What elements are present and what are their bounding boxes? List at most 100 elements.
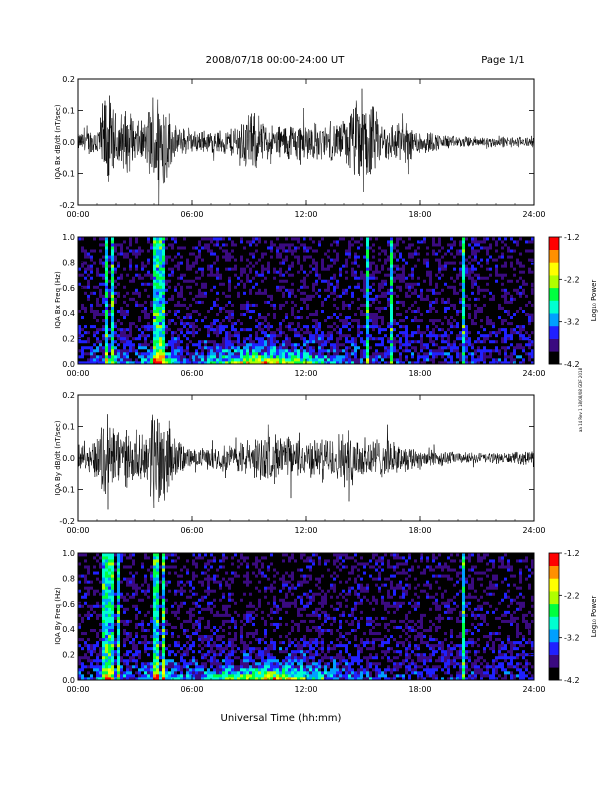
spectrogram-cell [282, 288, 285, 291]
spectrogram-cell [402, 310, 405, 313]
spectrogram-cell [336, 304, 339, 307]
spectrogram-cell [366, 246, 369, 249]
spectrogram-cell [165, 310, 168, 313]
spectrogram-cell [78, 285, 81, 288]
spectrogram-cell [366, 310, 369, 313]
spectrogram-cell [228, 334, 231, 337]
spectrogram-cell [192, 237, 195, 240]
spectrogram-cell [351, 294, 354, 297]
spectrogram-cell [264, 355, 267, 358]
spectrogram-cell [186, 252, 189, 255]
spectrogram-cell [84, 276, 87, 279]
spectrogram-cell [291, 243, 294, 246]
spectrogram-cell [216, 279, 219, 282]
spectrogram-cell [87, 294, 90, 297]
spectrogram-cell [174, 282, 177, 285]
spectrogram-cell [297, 273, 300, 276]
spectrogram-cell [198, 288, 201, 291]
spectrogram-cell [261, 304, 264, 307]
spectrogram-cell [282, 249, 285, 252]
spectrogram-cell [402, 340, 405, 343]
spectrogram-cell [426, 343, 429, 346]
spectrogram-cell [144, 252, 147, 255]
spectrogram-cell [300, 319, 303, 322]
spectrogram-cell [258, 322, 261, 325]
spectrogram-cell [162, 246, 165, 249]
spectrogram-cell [105, 334, 108, 337]
spectrogram-cell [207, 337, 210, 340]
spectrogram-cell [156, 340, 159, 343]
spectrogram-cell [303, 288, 306, 291]
spectrogram-cell [186, 319, 189, 322]
spectrogram-cell [126, 301, 129, 304]
spectrogram-cell [126, 291, 129, 294]
spectrogram-cell [129, 358, 132, 361]
spectrogram-cell [144, 282, 147, 285]
spectrogram-cell [411, 276, 414, 279]
spectrogram-cell [267, 313, 270, 316]
spectrogram-cell [189, 325, 192, 328]
spectrogram-cell [399, 307, 402, 310]
spectrogram-cell [273, 273, 276, 276]
spectrogram-cell [318, 282, 321, 285]
spectrogram-cell [315, 352, 318, 355]
spectrogram-cell [192, 352, 195, 355]
spectrogram-cell [99, 261, 102, 264]
spectrogram-cell [168, 310, 171, 313]
spectrogram-cell [87, 261, 90, 264]
spectrogram-cell [141, 352, 144, 355]
spectrogram-cell [120, 358, 123, 361]
spectrogram-cell [102, 261, 105, 264]
spectrogram-cell [177, 273, 180, 276]
spectrogram-cell [291, 285, 294, 288]
spectrogram-cell [123, 243, 126, 246]
spectrogram-cell [219, 337, 222, 340]
spectrogram-cell [327, 255, 330, 258]
spectrogram-cell [81, 319, 84, 322]
spectrogram-cell [114, 288, 117, 291]
spectrogram-cell [342, 319, 345, 322]
spectrogram-cell [87, 237, 90, 240]
spectrogram-cell [231, 325, 234, 328]
spectrogram-cell [252, 291, 255, 294]
spectrogram-cell [312, 343, 315, 346]
spectrogram-cell [363, 343, 366, 346]
spectrogram-cell [273, 288, 276, 291]
spectrogram-cell [279, 282, 282, 285]
spectrogram-cell [354, 282, 357, 285]
spectrogram-cell [114, 304, 117, 307]
spectrogram-cell [243, 316, 246, 319]
spectrogram-cell [315, 276, 318, 279]
spectrogram-cell [231, 243, 234, 246]
spectrogram-cell [132, 276, 135, 279]
spectrogram-cell [300, 264, 303, 267]
spectrogram-cell [294, 319, 297, 322]
spectrogram-cell [351, 291, 354, 294]
spectrogram-cell [210, 358, 213, 361]
spectrogram-cell [201, 310, 204, 313]
spectrogram-cell [219, 331, 222, 334]
spectrogram-cell [240, 237, 243, 240]
spectrogram-cell [237, 319, 240, 322]
spectrogram-cell [396, 334, 399, 337]
spectrogram-cell [231, 301, 234, 304]
spectrogram-cell [87, 240, 90, 243]
spectrogram-cell [150, 349, 153, 352]
spectrogram-cell [390, 240, 393, 243]
spectrogram-cell [342, 310, 345, 313]
spectrogram-cell [108, 291, 111, 294]
spectrogram-cell [156, 331, 159, 334]
spectrogram-cell [93, 307, 96, 310]
spectrogram-cell [306, 334, 309, 337]
spectrogram-cell [282, 328, 285, 331]
spectrogram-cell [318, 264, 321, 267]
spectrogram-cell [126, 310, 129, 313]
spectrogram-cell [369, 346, 372, 349]
spectrogram-cell [192, 307, 195, 310]
spectrogram-cell [261, 297, 264, 300]
spectrogram-cell [267, 255, 270, 258]
spectrogram-cell [381, 319, 384, 322]
spectrogram-cell [213, 334, 216, 337]
spectrogram-cell [126, 319, 129, 322]
spectrogram-cell [117, 304, 120, 307]
